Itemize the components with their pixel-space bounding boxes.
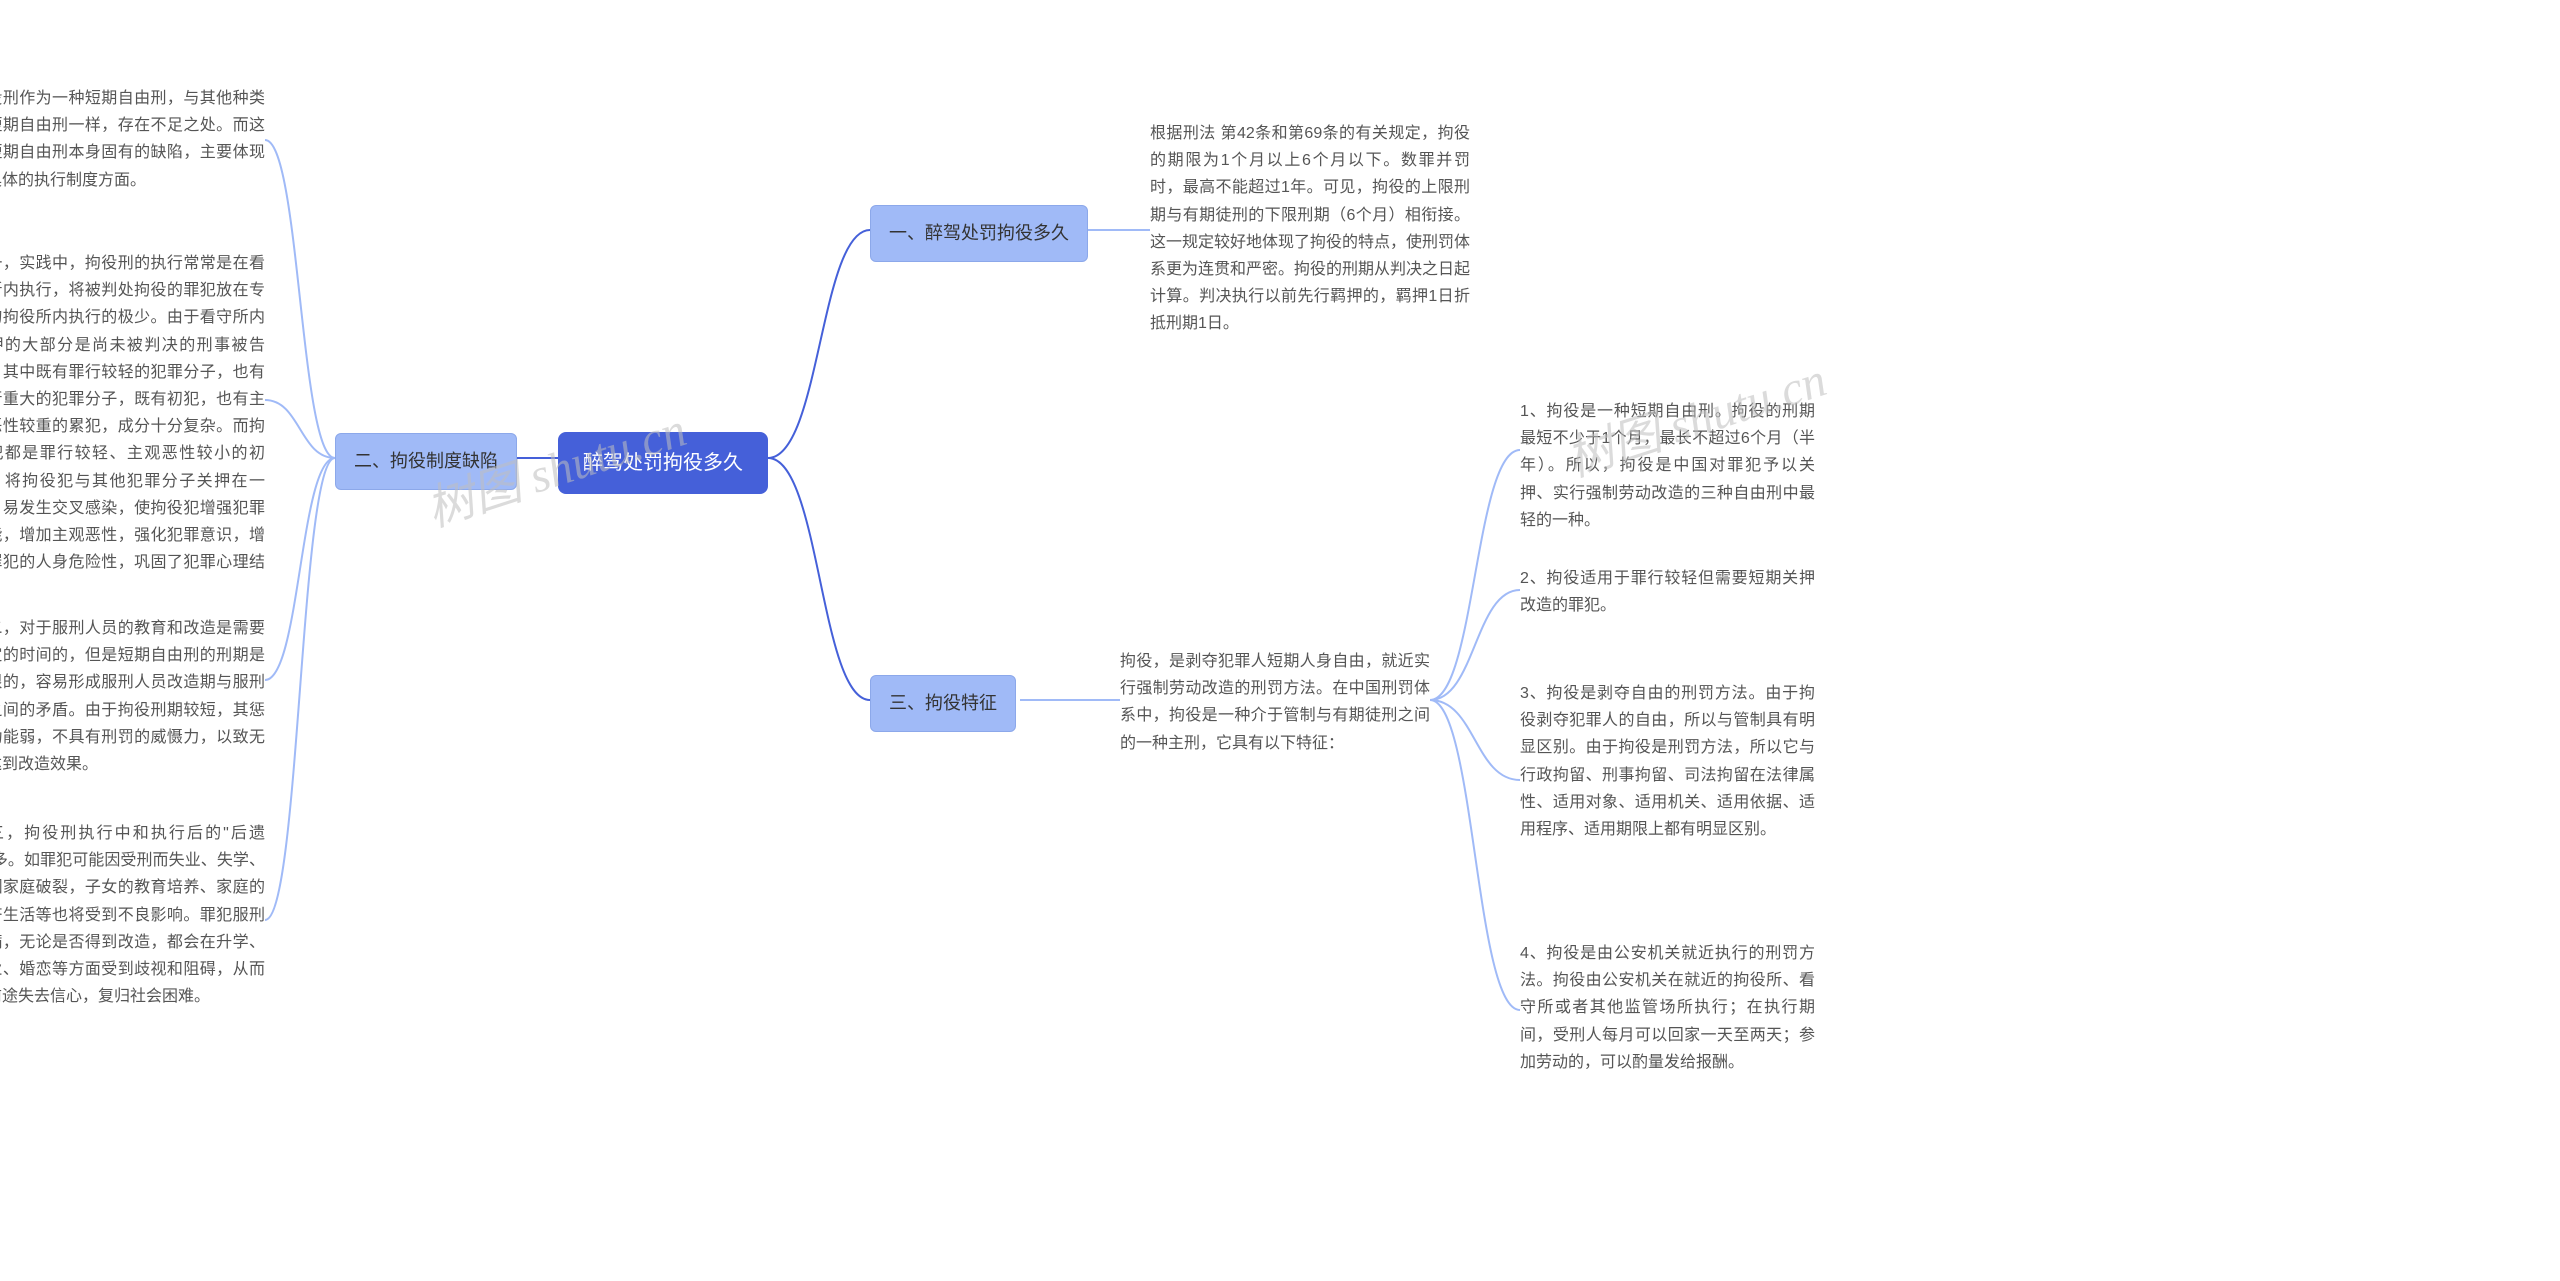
leaf-b3-3: 3、拘役是剥夺自由的刑罚方法。由于拘役剥夺犯罪人的自由，所以与管制具有明显区别。…	[1520, 680, 1815, 843]
leaf-b1-text: 根据刑法 第42条和第69条的有关规定，拘役的期限为1个月以上6个月以下。数罪并…	[1150, 120, 1470, 338]
leaf-b3-4: 4、拘役是由公安机关就近执行的刑罚方法。拘役由公安机关在就近的拘役所、看守所或者…	[1520, 940, 1815, 1076]
root-node: 醉驾处罚拘役多久	[558, 432, 768, 494]
branch-3: 三、拘役特征	[870, 675, 1016, 732]
branch-2: 二、拘役制度缺陷	[335, 433, 517, 490]
leaf-b2-2: 其二，对于服刑人员的教育和改造是需要一定的时间的，但是短期自由刑的刑期是有限的，…	[0, 615, 265, 778]
leaf-b2-1: 其一，实践中，拘役刑的执行常常是在看守所内执行，将被判处拘役的罪犯放在专门的拘役…	[0, 250, 265, 603]
leaf-b2-intro: 拘役刑作为一种短期自由刑，与其他种类的短期自由刑一样，存在不足之处。而这些短期自…	[0, 85, 265, 194]
branch-1: 一、醉驾处罚拘役多久	[870, 205, 1088, 262]
leaf-b3-1: 1、拘役是一种短期自由刑。拘役的刑期最短不少于1个月，最长不超过6个月（半年）。…	[1520, 398, 1815, 534]
leaf-b3-intro: 拘役，是剥夺犯罪人短期人身自由，就近实行强制劳动改造的刑罚方法。在中国刑罚体系中…	[1120, 648, 1430, 757]
leaf-b2-3: 其三，拘役刑执行中和执行后的"后遗症"多。如罪犯可能因受刑而失业、失学、婚姻家庭…	[0, 820, 265, 1010]
leaf-b3-2: 2、拘役适用于罪行较轻但需要短期关押改造的罪犯。	[1520, 565, 1815, 619]
